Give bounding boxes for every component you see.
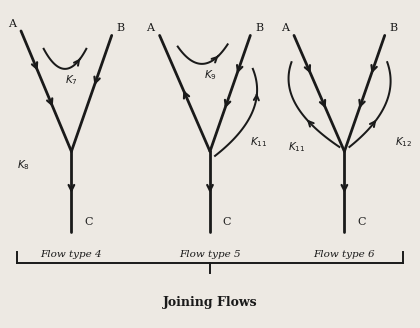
Text: B: B	[255, 23, 263, 33]
Text: $K_{11}$: $K_{11}$	[250, 135, 268, 149]
Text: C: C	[357, 217, 365, 227]
Text: $K_9$: $K_9$	[204, 69, 216, 82]
Text: A: A	[8, 19, 16, 29]
Text: B: B	[117, 23, 125, 33]
Text: $K_{12}$: $K_{12}$	[395, 135, 412, 149]
Text: $K_{11}$: $K_{11}$	[288, 140, 305, 154]
Text: A: A	[147, 23, 155, 33]
Text: Joining Flows: Joining Flows	[163, 296, 257, 309]
Text: $K_7$: $K_7$	[65, 73, 78, 87]
Text: Flow type 6: Flow type 6	[314, 250, 375, 258]
Text: C: C	[223, 217, 231, 227]
Text: C: C	[84, 217, 92, 227]
Text: Flow type 5: Flow type 5	[179, 250, 241, 258]
Text: Flow type 4: Flow type 4	[41, 250, 102, 258]
Text: $K_8$: $K_8$	[17, 158, 30, 172]
Text: B: B	[390, 23, 398, 33]
Text: A: A	[281, 23, 289, 33]
